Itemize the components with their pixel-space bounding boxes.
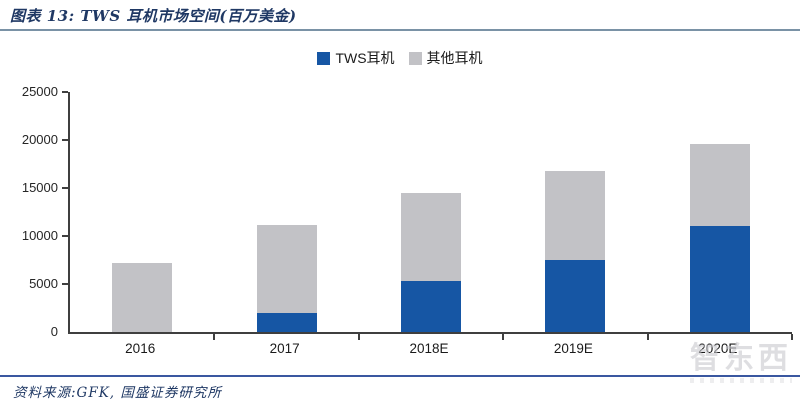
- bar-segment: [545, 260, 606, 332]
- x-tick: [791, 334, 793, 340]
- y-axis-label: 0: [50, 324, 58, 339]
- y-axis-label: 10000: [21, 228, 58, 243]
- bar-slot: [503, 92, 647, 332]
- y-tick: [62, 235, 68, 237]
- bar-segment: [545, 170, 606, 260]
- legend-label: TWS耳机: [335, 50, 395, 66]
- bar-segment: [256, 225, 317, 313]
- y-axis-label: 20000: [21, 132, 58, 147]
- top-divider: [0, 29, 800, 31]
- legend-item: 其他耳机: [408, 48, 483, 68]
- bar-slot: [359, 92, 503, 332]
- legend-label: 其他耳机: [426, 50, 483, 66]
- y-tick: [62, 139, 68, 141]
- y-tick: [62, 91, 68, 93]
- bar-slot: [214, 92, 358, 332]
- stacked-bar-2018E: [400, 192, 461, 332]
- stacked-bar-2019E: [545, 170, 606, 332]
- x-tick: [646, 334, 649, 340]
- stacked-bar-2017: [256, 225, 317, 332]
- y-axis-label: 25000: [21, 84, 58, 99]
- bar-segment: [400, 192, 461, 282]
- legend: TWS耳机 其他耳机: [0, 48, 800, 68]
- x-tick: [357, 334, 360, 340]
- x-axis-label: 2020E: [698, 341, 738, 356]
- y-tick: [62, 187, 68, 189]
- x-axis-label: 2017: [269, 341, 300, 356]
- bar-segment: [400, 281, 461, 332]
- bottom-divider: [0, 375, 800, 377]
- source-note: 资料来源:GFK, 国盛证券研究所: [13, 385, 222, 401]
- bar-segment: [256, 312, 317, 332]
- legend-swatch: [408, 51, 422, 65]
- stacked-bar-2016: [112, 262, 173, 332]
- bar-segment: [112, 262, 173, 332]
- x-axis-label: 2016: [125, 341, 156, 356]
- x-axis-label: 2018E: [409, 341, 449, 356]
- y-axis-label: 5000: [29, 276, 58, 291]
- legend-swatch: [317, 51, 331, 65]
- bar-slot: [70, 92, 214, 332]
- y-tick: [62, 283, 68, 285]
- stacked-bar-2020E: [689, 143, 750, 332]
- x-tick: [213, 334, 216, 340]
- bar-segment: [689, 143, 750, 227]
- figure-title: 图表 13: TWS 耳机市场空间(百万美金): [10, 7, 297, 25]
- watermark-subline: [690, 378, 792, 383]
- bar-slot: [648, 92, 792, 332]
- plot-area: 0 5000 10000 15000 20000 25000: [22, 84, 793, 340]
- bar-segment: [689, 226, 750, 332]
- x-labels: 2016 2017 2018E 2019E 2020E: [68, 341, 790, 356]
- y-axis-label: 15000: [21, 180, 58, 195]
- x-tick: [502, 334, 505, 340]
- legend-item: TWS耳机: [317, 48, 395, 68]
- x-axis-label: 2019E: [553, 341, 593, 356]
